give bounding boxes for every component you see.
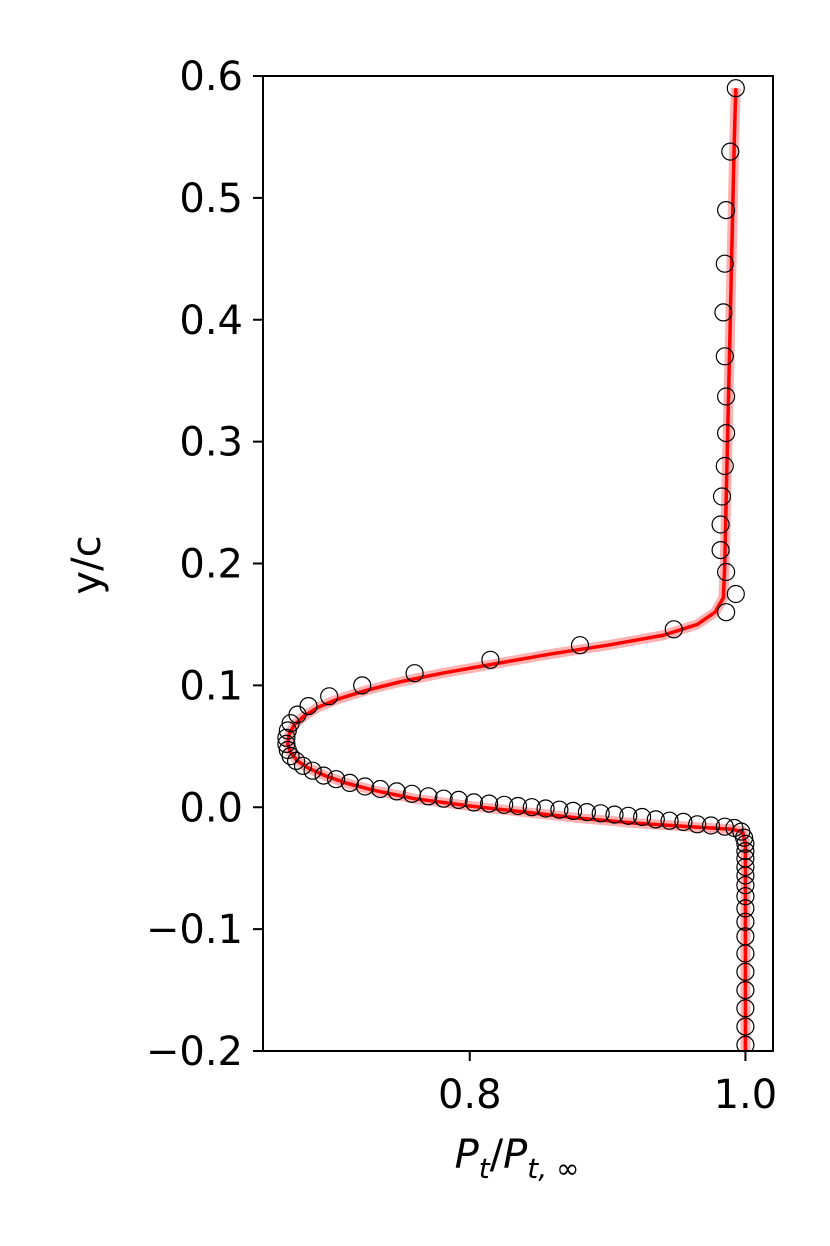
data-layer	[277, 79, 755, 1051]
data-point	[734, 828, 754, 847]
data-point	[495, 795, 514, 814]
data-point	[387, 782, 406, 801]
data-point	[314, 766, 333, 785]
data-point	[716, 562, 736, 582]
data-point	[736, 944, 755, 963]
y-tick-label: 0.4	[179, 298, 243, 344]
data-point	[736, 1035, 755, 1051]
y-tick-label: 0.5	[179, 176, 243, 222]
data-point	[353, 676, 372, 695]
y-tick-label: 0.3	[179, 420, 243, 466]
data-point	[736, 912, 755, 931]
x-axis-title-sub2: t, ∞	[527, 1152, 579, 1185]
data-point	[563, 801, 583, 821]
data-point	[405, 664, 424, 683]
data-point	[688, 815, 707, 834]
x-axis-title-sub1: t	[479, 1152, 491, 1185]
data-point	[701, 816, 721, 835]
x-axis-title-main2: P	[503, 1132, 528, 1178]
data-point	[715, 347, 734, 366]
data-point	[536, 799, 555, 818]
data-point	[327, 770, 346, 789]
data-point	[736, 999, 755, 1018]
data-point	[281, 714, 300, 733]
data-point	[736, 887, 755, 906]
data-point	[736, 1017, 755, 1036]
data-point	[481, 650, 500, 669]
data-point	[716, 387, 736, 406]
y-axis-title: y/c	[64, 535, 110, 594]
series-line-0	[286, 88, 748, 1051]
data-point	[736, 841, 755, 861]
data-point	[632, 807, 652, 827]
data-point	[619, 806, 638, 825]
data-point	[577, 802, 597, 822]
data-point	[480, 794, 499, 813]
data-point	[736, 866, 755, 885]
data-point	[591, 804, 610, 823]
data-point	[303, 761, 322, 780]
data-point	[464, 793, 483, 812]
data-point	[660, 811, 679, 830]
plot-background	[263, 76, 773, 1051]
data-point	[281, 746, 300, 766]
data-point	[712, 487, 732, 506]
y-tick-label: 0.6	[179, 54, 243, 100]
data-point	[736, 876, 755, 895]
x-axis-title: Pt/Pt, ∞	[455, 1132, 580, 1185]
data-point	[711, 540, 730, 560]
data-point	[287, 751, 306, 771]
y-tick-label: −0.1	[146, 907, 243, 953]
data-point	[278, 721, 297, 740]
x-axis-title-slash: /	[490, 1132, 504, 1178]
y-tick-label: 0.1	[179, 663, 243, 709]
data-point	[715, 817, 734, 836]
data-point	[355, 777, 375, 796]
data-point	[716, 201, 736, 220]
data-point	[434, 789, 453, 808]
data-point	[320, 687, 339, 706]
data-point	[570, 636, 590, 655]
tick-layer: −0.2 −0.1 0.0 0.1 0.2 0.3 0.4 0.5 0.6 0.8 1.0	[146, 54, 777, 1118]
data-point	[736, 962, 755, 981]
data-point	[522, 798, 541, 817]
data-point	[736, 834, 755, 853]
data-point	[716, 603, 736, 622]
data-point	[715, 254, 734, 273]
data-point	[646, 810, 665, 829]
data-point	[714, 303, 733, 322]
y-tick-label: 0.0	[179, 785, 243, 831]
data-point	[726, 584, 745, 604]
x-tick-label: 1.0	[714, 1072, 778, 1118]
data-point	[736, 980, 755, 1000]
data-point	[419, 787, 438, 806]
data-point	[736, 857, 755, 877]
data-point	[340, 773, 359, 793]
data-point	[550, 800, 569, 819]
data-point	[293, 756, 313, 775]
data-point	[277, 728, 296, 747]
data-point	[674, 812, 693, 832]
y-tick-label: −0.2	[146, 1029, 243, 1075]
data-point	[277, 734, 296, 754]
data-point	[449, 790, 468, 810]
data-point	[726, 79, 745, 98]
x-tick-label: 0.8	[438, 1072, 502, 1118]
data-point	[736, 899, 755, 918]
data-point	[716, 424, 736, 443]
data-point	[715, 456, 734, 476]
data-point	[721, 142, 740, 161]
y-tick-label: 0.2	[179, 542, 243, 588]
data-point	[508, 796, 528, 816]
x-axis-title-main: P	[455, 1132, 480, 1178]
data-point	[605, 805, 624, 824]
data-point	[664, 620, 683, 639]
data-point	[711, 515, 730, 534]
